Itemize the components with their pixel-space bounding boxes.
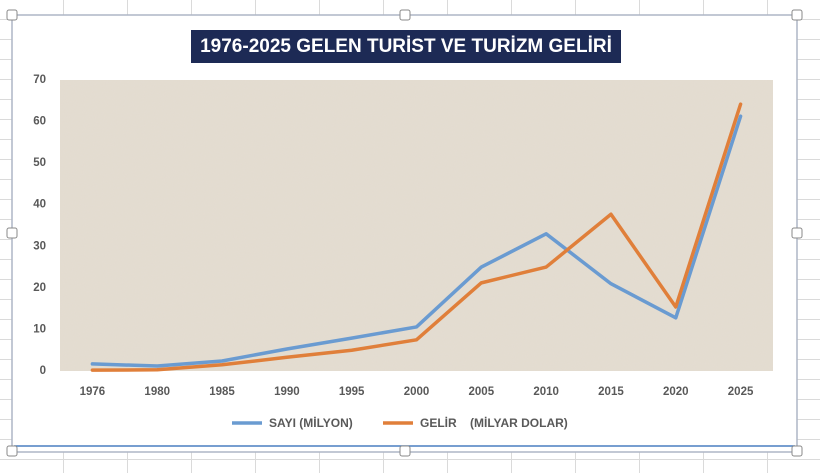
x-tick-label: 1985 [209,386,235,398]
x-tick-label: 2005 [469,386,495,398]
x-tick-label: 2020 [663,386,689,398]
x-tick-label: 2000 [404,386,430,398]
y-tick-label: 50 [33,157,46,169]
x-tick-label: 1976 [80,386,106,398]
x-tick-label: 1990 [274,386,300,398]
y-tick-label: 40 [33,199,46,211]
x-tick-label: 2015 [598,386,624,398]
legend-label: GELİR (MİLYAR DOLAR) [420,415,568,430]
title-box [191,30,621,63]
y-tick-label: 10 [33,323,46,335]
selection-handles[interactable] [6,9,803,457]
series-line [90,114,743,368]
x-tick-label: 1995 [339,386,365,398]
y-tick-label: 60 [33,116,46,128]
chart-title: 1976-2025 GELEN TURİST VE TURİZM GELİRİ [200,36,612,57]
legend-label: SAYI (MİLYON) [269,415,353,430]
plot-texture [60,80,773,371]
x-tick-label: 1980 [144,386,170,398]
y-tick-label: 0 [40,365,46,377]
y-tick-label: 20 [33,282,46,294]
y-tick-label: 30 [33,240,46,252]
series-line [90,102,743,372]
y-tick-label: 70 [33,74,46,86]
x-tick-label: 2010 [533,386,559,398]
x-tick-label: 2025 [728,386,754,398]
